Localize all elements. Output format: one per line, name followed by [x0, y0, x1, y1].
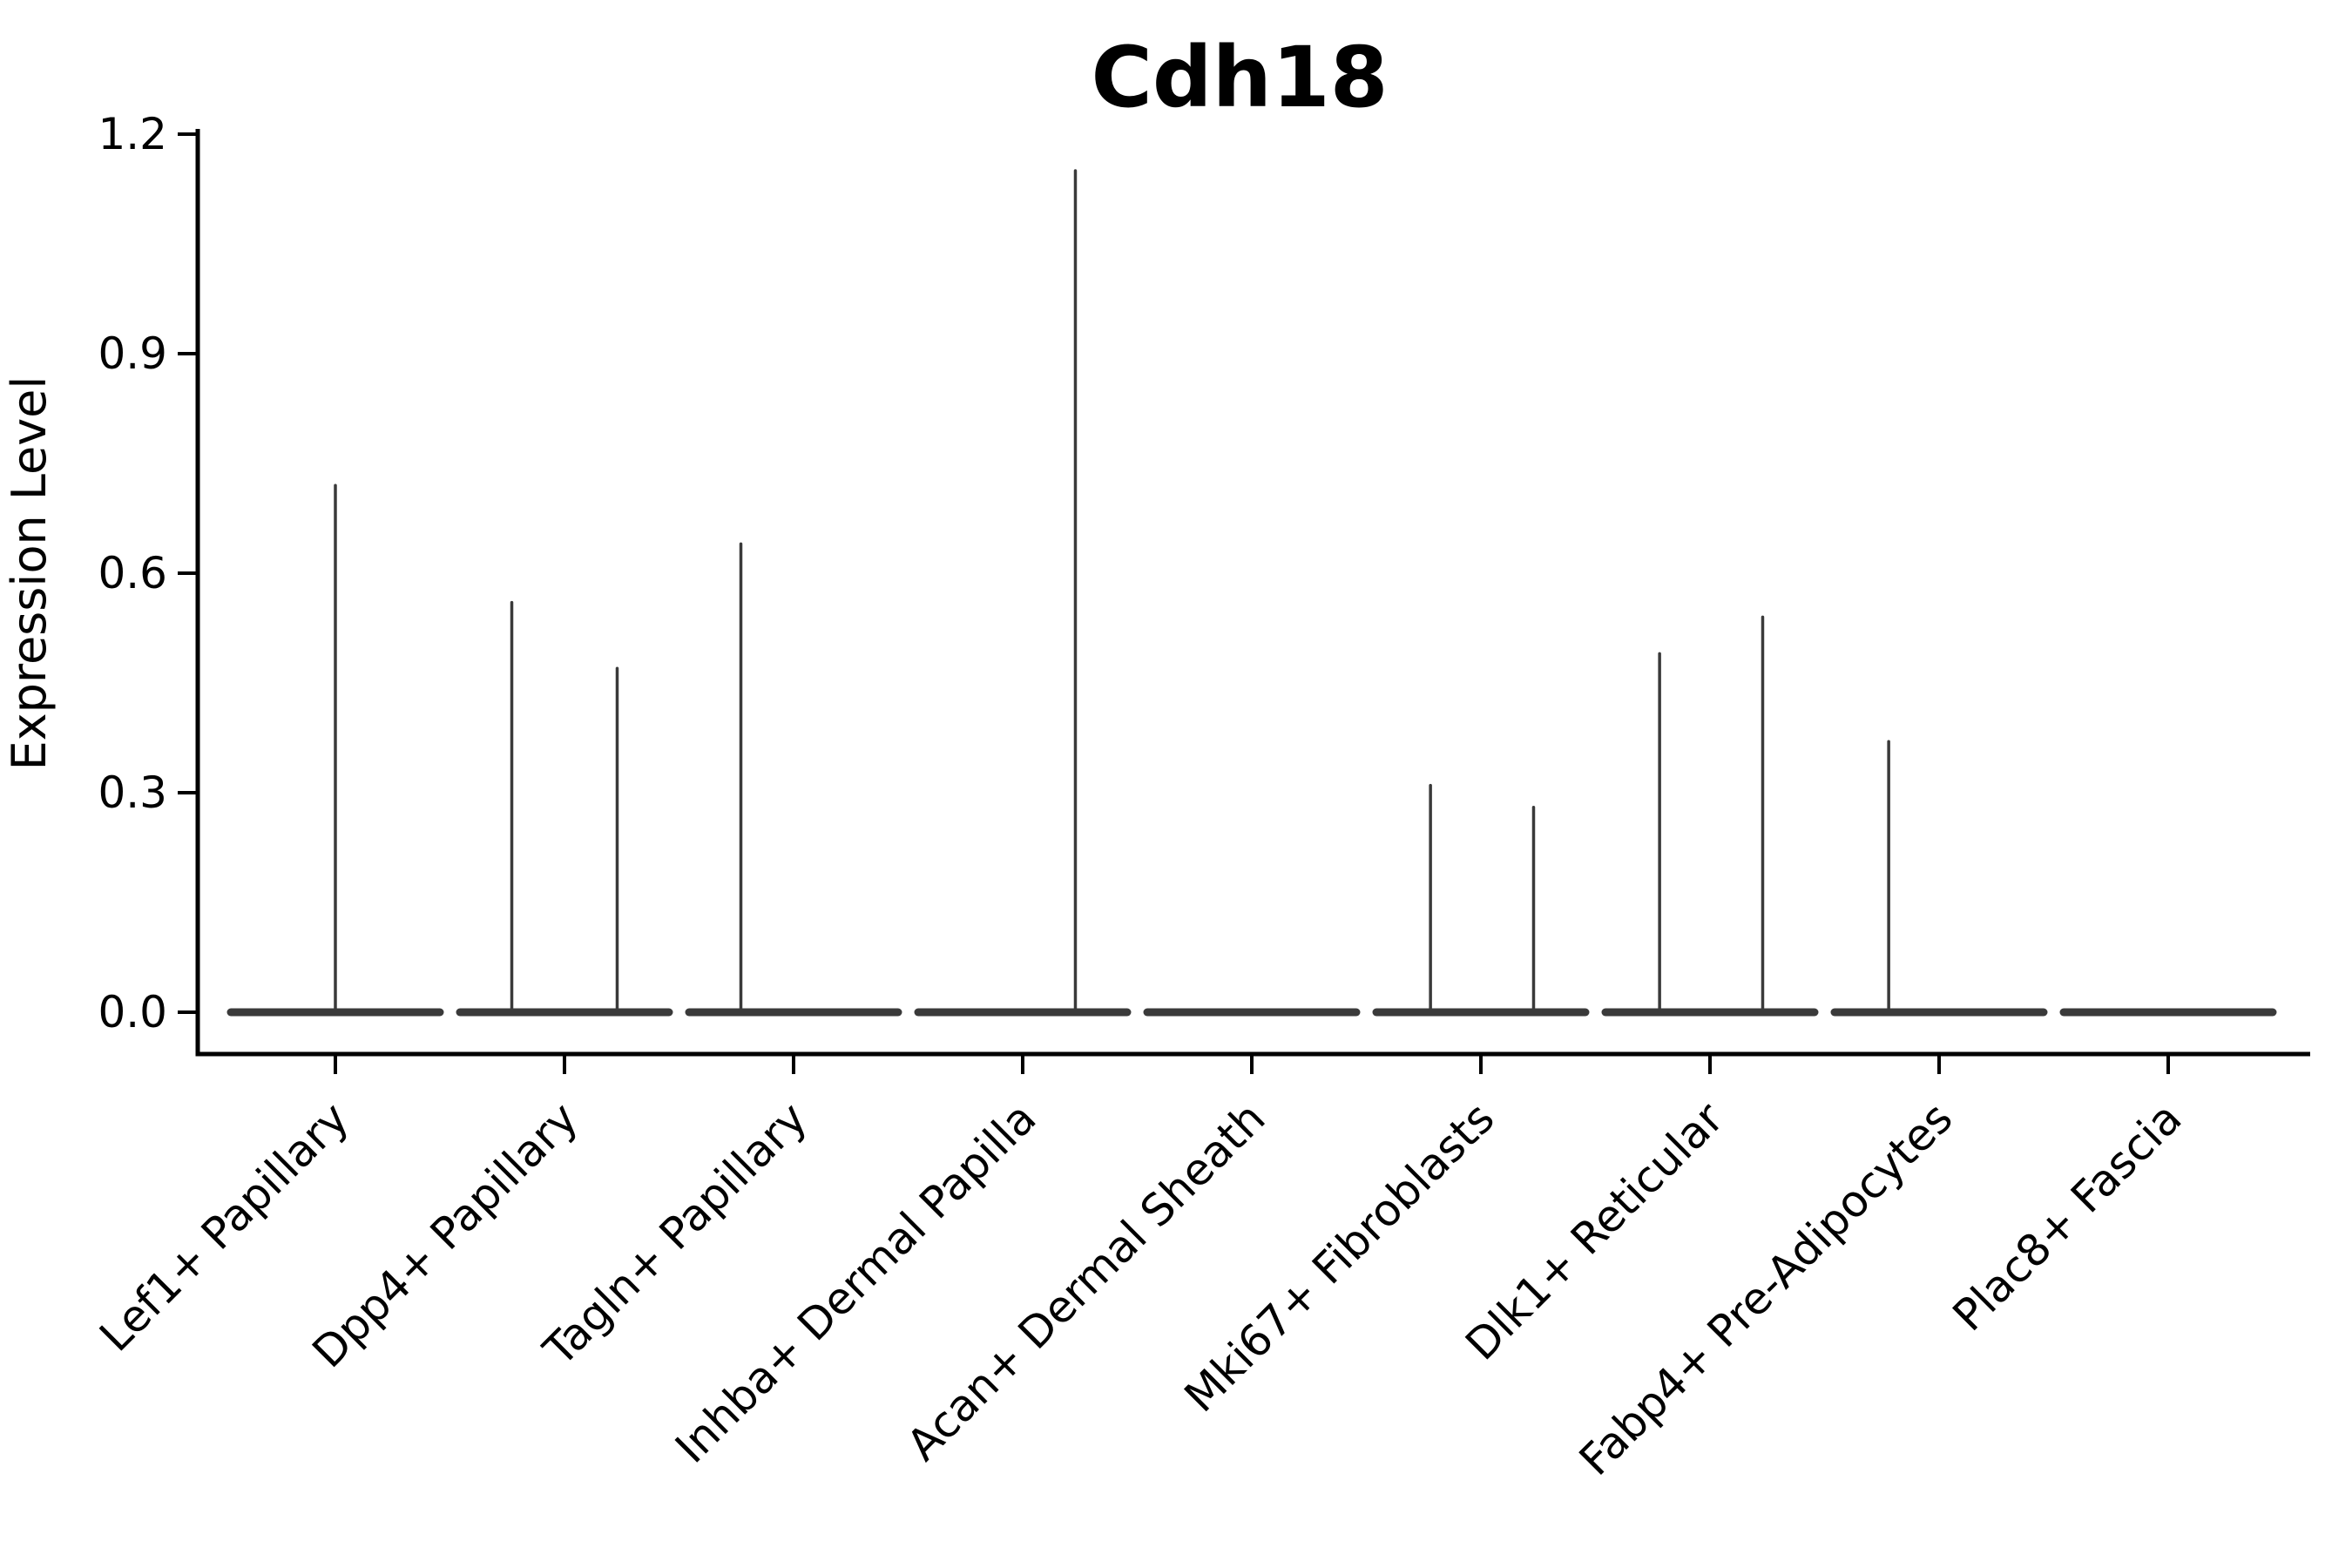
- x-tick-label: Fabp4+ Pre-Adipocytes: [1570, 1092, 1963, 1485]
- violin: [1372, 783, 1590, 1017]
- violin: [1601, 615, 1819, 1017]
- x-tick-label: Plac8+ Fascia: [1943, 1092, 2192, 1341]
- violin: [685, 542, 902, 1017]
- x-axis-ticks: [334, 1054, 2170, 1074]
- y-axis-label: Expression Level: [2, 376, 57, 771]
- y-tick-label: 0.9: [98, 328, 167, 379]
- violin: [1830, 740, 2048, 1017]
- y-tick-label: 0.6: [98, 548, 167, 598]
- x-tick-label: Lef1+ Papillary: [90, 1092, 358, 1361]
- violin: [456, 600, 673, 1017]
- violin: [914, 169, 1132, 1017]
- violin: [226, 483, 444, 1017]
- violins-layer: [226, 169, 2277, 1017]
- y-axis-tick-labels: 0.0 0.3 0.6 0.9 1.2: [98, 109, 167, 1037]
- chart-title: Cdh18: [1091, 29, 1388, 126]
- y-tick-label: 0.0: [98, 987, 167, 1037]
- y-tick-label: 1.2: [98, 109, 167, 159]
- y-tick-label: 0.3: [98, 767, 167, 818]
- y-axis-ticks: [178, 132, 198, 1014]
